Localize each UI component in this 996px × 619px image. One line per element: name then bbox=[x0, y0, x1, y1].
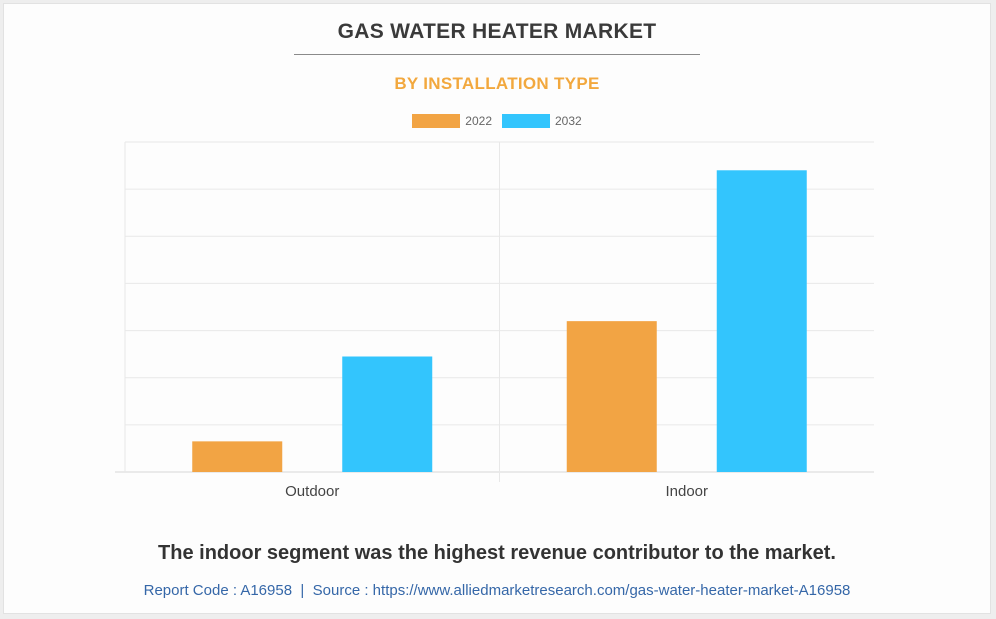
legend-swatch-2032 bbox=[502, 114, 550, 128]
report-code: Report Code : A16958 bbox=[143, 582, 293, 599]
legend: 2022 2032 bbox=[0, 114, 994, 128]
title-underline bbox=[294, 54, 700, 55]
source-link[interactable]: Source : https://www.alliedmarketresearc… bbox=[312, 582, 851, 599]
bar-indoor-2032[interactable] bbox=[716, 170, 807, 473]
chart-title: GAS WATER HEATER MARKET bbox=[337, 20, 657, 43]
conclusion-text: The indoor segment was the highest reven… bbox=[158, 542, 836, 564]
x-tick-label-outdoor: Outdoor bbox=[285, 483, 339, 500]
legend-swatch-2022 bbox=[412, 114, 461, 128]
footer-separator: | bbox=[300, 582, 305, 599]
bar-outdoor-2022[interactable] bbox=[192, 441, 283, 472]
x-axis-labels: Outdoor Indoor bbox=[285, 483, 708, 500]
chart-card bbox=[3, 3, 991, 614]
footer: Report Code : A16958 | Source : https://… bbox=[0, 582, 994, 599]
bars bbox=[192, 170, 807, 473]
legend-item-2032[interactable]: 2032 bbox=[502, 114, 582, 128]
legend-item-2022[interactable]: 2022 bbox=[412, 114, 492, 128]
legend-label-2032: 2032 bbox=[555, 114, 582, 128]
bar-indoor-2022[interactable] bbox=[566, 321, 657, 472]
legend-label-2022: 2022 bbox=[465, 114, 492, 128]
bar-outdoor-2032[interactable] bbox=[342, 356, 433, 473]
chart-subtitle: BY INSTALLATION TYPE bbox=[394, 74, 600, 93]
x-tick-label-indoor: Indoor bbox=[665, 483, 708, 500]
